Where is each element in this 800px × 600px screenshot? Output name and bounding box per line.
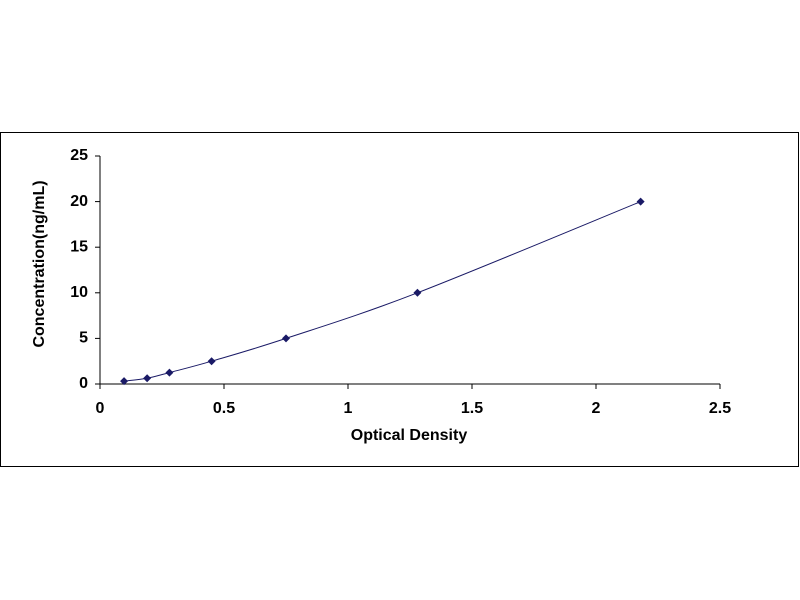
- x-tick-label: 0.5: [213, 400, 235, 417]
- y-tick-label: 0: [79, 375, 88, 392]
- x-tick-label: 2.5: [709, 400, 731, 417]
- y-tick-label: 10: [70, 284, 88, 301]
- y-axis-label: Concentration(ng/mL): [31, 180, 48, 347]
- y-tick-label: 20: [70, 193, 88, 210]
- y-tick-label: 5: [79, 330, 88, 347]
- point: [413, 288, 422, 297]
- x-tick-label: 2: [592, 400, 601, 417]
- point: [143, 374, 152, 383]
- x-tick-label: 1.5: [461, 400, 483, 417]
- x-axis-label: Optical Density: [351, 427, 468, 444]
- point: [120, 377, 129, 386]
- x-tick-label: 1: [344, 400, 353, 417]
- point: [282, 334, 290, 343]
- y-tick-label: 25: [70, 147, 88, 164]
- point: [165, 368, 174, 377]
- point: [636, 197, 645, 206]
- x-tick-label: 0: [96, 400, 105, 417]
- trend-line: [123, 201, 641, 382]
- y-tick-label: 15: [70, 238, 88, 255]
- chart-border: [0, 132, 799, 467]
- point: [207, 357, 216, 366]
